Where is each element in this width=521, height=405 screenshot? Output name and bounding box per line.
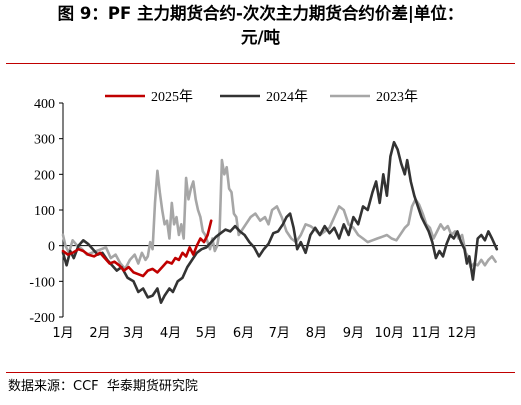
- title-divider: [6, 63, 515, 64]
- y-tick-label: 0: [48, 240, 55, 255]
- y-tick-label: -200: [29, 311, 55, 326]
- x-tick-label: 5月: [196, 326, 217, 341]
- x-tick-label: 8月: [306, 326, 327, 341]
- chart-title-line2: 元/吨: [240, 28, 281, 47]
- x-tick-label: 3月: [123, 326, 144, 341]
- x-tick-label: 7月: [269, 326, 290, 341]
- series-line: [61, 158, 497, 271]
- chart-title: 图 9：PF 主力期货合约-次次主力期货合约价差|单位： 元/吨: [0, 2, 521, 50]
- series-line: [61, 140, 499, 304]
- x-tick-label: 11月: [412, 326, 442, 341]
- x-tick-label: 12月: [447, 326, 477, 341]
- x-tick-label: 2月: [89, 326, 110, 341]
- y-tick-label: 300: [34, 133, 55, 148]
- y-tick-label: -100: [29, 275, 55, 290]
- series-line: [61, 219, 213, 278]
- source-note: 数据来源：CCF 华泰期货研究院: [8, 379, 198, 394]
- y-tick-label: 200: [34, 168, 55, 183]
- legend-label: 2025年: [151, 89, 193, 105]
- x-tick-label: 6月: [233, 326, 254, 341]
- x-tick-label: 10月: [374, 326, 404, 341]
- x-tick-label: 1月: [52, 326, 73, 341]
- chart-title-line1: 图 9：PF 主力期货合约-次次主力期货合约价差|单位：: [57, 4, 464, 23]
- y-tick-label: 400: [34, 97, 55, 112]
- y-tick-label: 100: [34, 204, 55, 219]
- legend-label: 2023年: [376, 89, 418, 105]
- footer-divider: [6, 372, 515, 373]
- x-tick-label: 4月: [160, 326, 181, 341]
- x-tick-label: 9月: [343, 326, 364, 341]
- legend-label: 2024年: [266, 89, 308, 105]
